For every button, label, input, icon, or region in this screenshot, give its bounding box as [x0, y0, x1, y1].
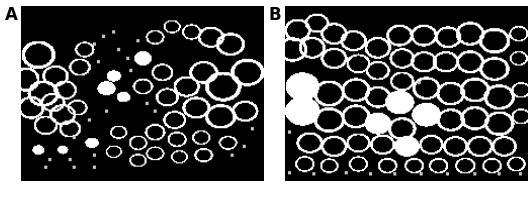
Text: A: A — [5, 6, 18, 24]
Text: B: B — [269, 6, 281, 24]
